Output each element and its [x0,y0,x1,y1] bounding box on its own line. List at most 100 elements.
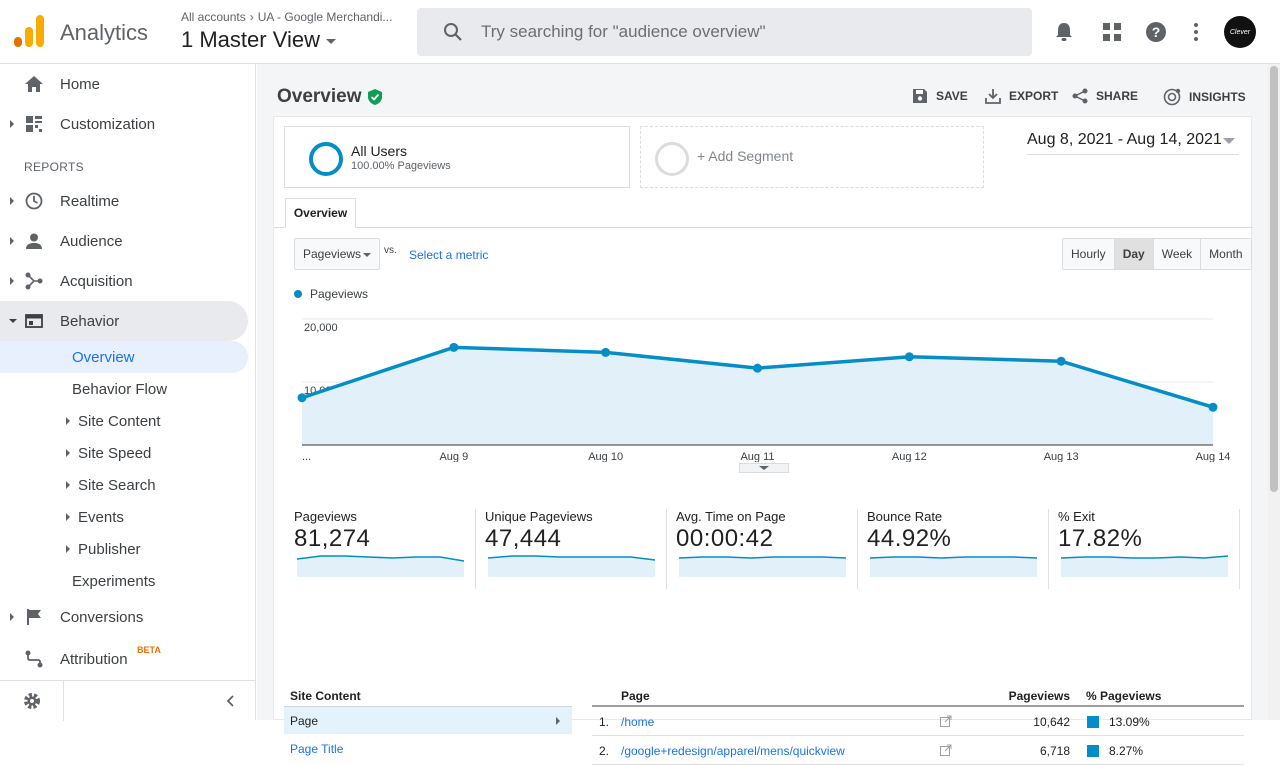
breadcrumb[interactable]: All accounts › UA - Google Merchandi... [181,10,392,24]
avatar-label: Clever [1229,28,1251,36]
export-button[interactable]: EXPORT [985,88,1058,104]
sidebar-item-site-speed[interactable]: Site Speed [0,437,248,469]
search-bar[interactable] [417,8,1032,56]
person-icon [24,231,44,251]
date-range-picker[interactable]: Aug 8, 2021 - Aug 14, 2021 [1027,131,1239,155]
collapse-sidebar-button[interactable] [218,691,242,711]
more-vert-icon[interactable] [1184,20,1208,44]
sidebar-item-experiments[interactable]: Experiments [0,565,248,597]
sidebar-item-label: Site Content [78,412,161,430]
search-input[interactable] [481,20,1001,44]
sidebar-item-label: Site Speed [78,444,152,462]
expand-arrow-icon [10,120,14,128]
save-button[interactable]: SAVE [912,88,968,104]
share-label: SHARE [1096,89,1139,103]
x-tick-label: Aug 9 [439,451,468,462]
sparkline-area [488,556,655,577]
data-point[interactable] [904,352,914,362]
data-point[interactable] [449,342,459,352]
notifications-bell-icon[interactable] [1052,20,1076,44]
sidebar-item-customization[interactable]: Customization [0,104,248,144]
kpi-label: Unique Pageviews [485,509,593,524]
data-point[interactable] [297,393,307,403]
table-row[interactable]: 1. /home 10,642 13.09% [592,707,1244,736]
view-name[interactable]: 1 Master View [181,27,320,52]
page-scrollbar[interactable] [1268,64,1280,720]
scrollbar-thumb[interactable] [1270,66,1278,492]
site-content-item-page-title[interactable]: Page Title [284,735,572,763]
sidebar-item-behavior-flow[interactable]: Behavior Flow [0,373,248,405]
kpi-card[interactable]: Bounce Rate 44.92% [863,509,1053,589]
main-content: Overview SAVE EXPORT SHARE INSIGHTS All … [257,64,1268,765]
insights-label: INSIGHTS [1189,90,1246,104]
page-link[interactable]: /google+redesign/apparel/mens/quickview [621,744,845,758]
share-button[interactable]: SHARE [1072,88,1138,104]
sidebar-item-publisher[interactable]: Publisher [0,533,248,565]
site-content-item-page[interactable]: Page [284,706,572,734]
breadcrumb-accounts[interactable]: All accounts [181,10,246,24]
data-point[interactable] [601,347,611,357]
expand-arrow-icon [66,417,70,425]
account-avatar[interactable]: Clever [1224,16,1256,48]
behavior-icon [24,311,44,331]
granularity-month-button[interactable]: Month [1201,239,1251,269]
sidebar-item-label: Overview [72,348,135,366]
tab-overview[interactable]: Overview [285,198,356,228]
sidebar-item-events[interactable]: Events [0,501,248,533]
sparkline-area [297,556,464,577]
sidebar-item-conversions[interactable]: Conversions [0,597,248,637]
sidebar-item-behavior[interactable]: Behavior [0,301,248,341]
analytics-logo-icon[interactable] [14,15,44,47]
gear-icon [23,693,40,709]
sidebar-item-realtime[interactable]: Realtime [0,181,248,221]
sidebar-item-acquisition[interactable]: Acquisition [0,261,248,301]
sparkline-line [869,556,1038,559]
kpi-sparkline [1060,555,1229,577]
granularity-hourly-button[interactable]: Hourly [1063,239,1115,269]
kpi-card[interactable]: % Exit 17.82% [1054,509,1244,589]
expand-arrow-icon [10,613,14,621]
data-point[interactable] [753,363,762,373]
insights-button[interactable]: INSIGHTS [1163,88,1246,106]
view-selector[interactable]: 1 Master View [181,27,336,53]
site-content-heading: Site Content [290,689,361,703]
granularity-week-button[interactable]: Week [1153,239,1202,269]
page-link[interactable]: /home [621,715,655,729]
chevron-down-icon [363,253,371,257]
metric-dropdown[interactable]: Pageviews [294,238,380,270]
segment-all-users[interactable]: All Users 100.00% Pageviews [284,126,630,188]
add-segment-button[interactable]: + Add Segment [640,126,984,188]
table-row[interactable]: 2. /google+redesign/apparel/mens/quickvie… [592,736,1244,765]
pct-bar [1087,745,1099,757]
data-point[interactable] [1056,356,1066,366]
sidebar-item-overview[interactable]: Overview [0,341,248,373]
row-number: 1. [599,715,610,729]
open-external-icon[interactable] [940,744,952,756]
select-metric-link[interactable]: Select a metric [409,248,489,262]
admin-settings-button[interactable] [0,681,64,721]
sidebar-item-site-content[interactable]: Site Content [0,405,248,437]
sidebar-item-home[interactable]: Home [0,64,248,104]
segment-name: All Users [351,143,408,159]
column-header-page[interactable]: Page [621,689,650,703]
kpi-card[interactable]: Unique Pageviews 47,444 [481,509,671,589]
metric-dropdown-label: Pageviews [303,247,362,261]
breadcrumb-property[interactable]: UA - Google Merchandi... [257,10,393,24]
pageviews-cell: 10,642 [1033,715,1070,729]
kpi-label: % Exit [1058,509,1095,524]
sidebar-item-site-search[interactable]: Site Search [0,469,248,501]
y-tick-label: 20,000 [304,322,338,334]
column-header-pct-pageviews[interactable]: % Pageviews [1086,689,1162,703]
sidebar-item-audience[interactable]: Audience [0,221,248,261]
kpi-card[interactable]: Pageviews 81,274 [290,509,480,589]
column-header-pageviews[interactable]: Pageviews [1008,689,1070,703]
sidebar-item-attribution[interactable]: Attribution BETA [0,639,248,679]
apps-grid-icon[interactable] [1100,20,1124,44]
kpi-card[interactable]: Avg. Time on Page 00:00:42 [672,509,862,589]
help-icon[interactable]: ? [1144,20,1168,44]
open-external-icon[interactable] [940,715,952,727]
data-point[interactable] [1208,402,1218,412]
chart-resize-handle[interactable] [739,463,789,473]
granularity-day-button[interactable]: Day [1114,239,1154,269]
